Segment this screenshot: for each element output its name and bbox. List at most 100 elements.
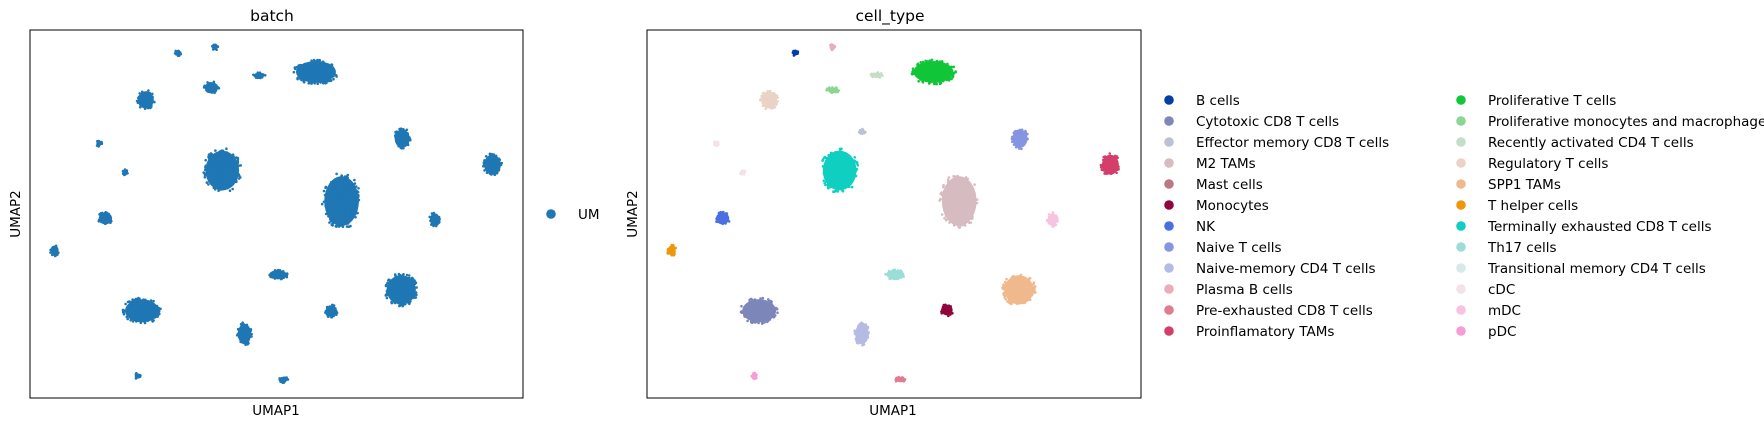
cell-point [1099,163,1103,167]
cell-point [224,164,227,168]
cell-point [944,303,947,307]
cell-point [401,301,405,305]
cell-point [890,275,893,279]
cell-point [239,176,242,179]
cell-point [327,70,331,73]
cell-point [351,203,355,206]
cell-point [406,132,410,135]
cell-point [1026,137,1029,141]
cell-point [840,158,844,162]
cell-point [215,48,218,51]
cell-point [339,208,343,212]
cell-point [939,197,942,201]
cell-point [753,313,757,317]
cell-point [402,128,405,131]
cell-point [321,78,325,82]
cell-point [215,84,218,87]
cell-point [848,178,852,181]
cell-point [395,283,399,287]
cell-point [942,183,945,187]
cell-point [242,338,246,342]
cell-point [136,311,139,314]
cell-point [387,286,391,289]
cell-point [400,132,404,136]
cell-point [219,182,222,186]
cell-point [750,318,754,322]
legend-marker [1456,95,1466,105]
cell-point [930,68,934,71]
cell-point [973,183,976,186]
cell-point [830,179,833,182]
cell-point [328,73,332,76]
cell-point [1023,139,1026,143]
cell-point [386,281,389,285]
cell-point [485,171,489,174]
cell-point [297,67,301,71]
legend-marker [1456,263,1466,273]
cell-point [204,158,207,162]
cell-point [948,74,951,77]
cell-point [750,305,754,308]
cell-point [334,196,338,199]
cell-point [970,199,974,203]
cell-point [1025,290,1029,293]
cell-point [213,175,217,179]
cell-point [897,269,901,273]
cell-point [965,189,969,193]
cell-point [961,223,964,227]
cell-point [746,314,750,317]
cell-point [894,275,898,279]
cell-point [748,316,751,320]
cell-point [1025,280,1029,284]
cell-point [431,216,435,220]
cluster-th17-cells-0 [884,268,905,281]
cell-point [1048,215,1051,218]
cell-point [260,73,264,77]
cell-point [209,169,213,172]
cell-point [332,185,335,189]
cell-point [943,209,947,213]
cell-point [319,81,323,84]
cell-point [102,214,106,217]
cell-point [220,172,224,175]
cell-point [390,290,393,294]
cell-point [966,199,969,202]
cell-point [221,187,224,190]
legend-label: Naive T cells [1196,240,1282,256]
cell-point [316,82,320,85]
cell-point [740,304,743,308]
cell-point [839,153,842,156]
cell-point [837,165,841,169]
legend-item-naive-t-cells: Naive T cells [1164,240,1282,256]
cell-point [483,159,486,162]
cell-point [357,193,360,197]
legend-marker [1456,284,1466,294]
cell-point [205,169,209,173]
cell-point [753,375,757,378]
legend-marker [1164,179,1174,189]
cell-point [318,58,322,62]
cell-point [944,66,947,70]
cell-point [900,270,904,274]
cell-point [260,76,264,79]
cell-point [827,174,830,178]
cell-point [947,200,951,204]
cell-point [942,308,946,312]
cell-point [715,144,719,148]
cell-point [209,82,212,86]
cell-point [232,171,235,174]
cell-point [102,221,106,225]
cell-point [153,100,156,104]
cell-point [281,381,285,385]
cell-point [408,276,411,280]
cell-point [273,271,276,275]
cell-point [762,98,766,102]
cell-point [967,186,971,189]
cell-point [956,191,960,195]
cell-point [832,177,836,181]
cell-point [337,209,341,213]
cell-point [138,103,142,106]
cell-point [492,165,496,168]
cell-point [864,323,868,326]
cell-point [945,193,949,196]
